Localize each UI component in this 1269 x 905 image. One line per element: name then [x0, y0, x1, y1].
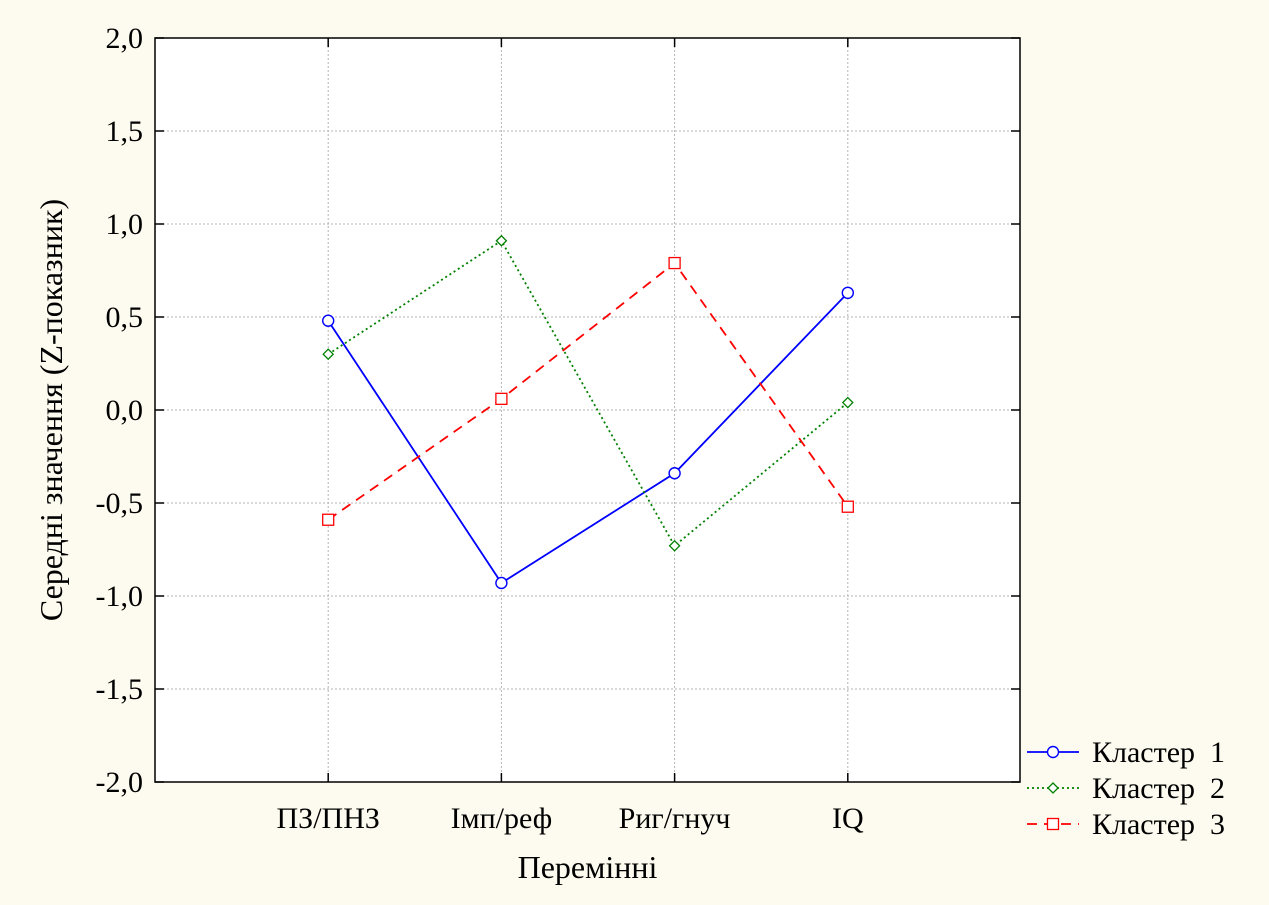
data-point [668, 467, 681, 480]
y-tick-label: 0,5 [106, 301, 144, 334]
plot-frame [154, 37, 1021, 783]
x-tick-label: Імп/реф [451, 802, 552, 835]
y-tick-label: 0,0 [106, 394, 144, 427]
data-point [322, 348, 335, 361]
x-axis-tick-labels: ПЗ/ПНЗ Імп/реф Риг/гнуч IQ [277, 802, 864, 835]
grid-lines [155, 38, 1020, 782]
y-tick-label: -1,5 [96, 673, 144, 706]
y-tick-label: -2,0 [96, 766, 144, 799]
legend-item: Кластер 1 [1027, 736, 1225, 769]
series-2 [322, 234, 854, 552]
legend-label: Кластер 1 [1092, 736, 1225, 769]
data-point [495, 576, 508, 590]
y-tick-label: -1,0 [96, 580, 144, 613]
legend-item: Кластер 3 [1027, 808, 1225, 841]
data-point [495, 392, 508, 405]
data-point [322, 314, 335, 327]
y-tick-label: -0,5 [96, 487, 144, 520]
series-line [327, 239, 849, 548]
x-axis-title: Перемінні [518, 849, 658, 885]
data-series [322, 234, 854, 590]
y-tick-label: 1,0 [106, 208, 144, 241]
series-line [327, 292, 849, 585]
legend-marker [1046, 817, 1060, 831]
data-point [495, 234, 508, 247]
legend-item: Кластер 2 [1027, 772, 1225, 805]
data-point [841, 500, 854, 513]
legend-label: Кластер 2 [1092, 772, 1225, 805]
data-point [841, 396, 854, 409]
series-3 [322, 256, 854, 526]
data-point [841, 286, 854, 300]
series-1 [322, 286, 854, 590]
x-tick-label: Риг/гнуч [619, 802, 731, 835]
legend-marker [1046, 745, 1060, 759]
data-point [322, 513, 335, 526]
y-tick-label: 2,0 [106, 22, 144, 55]
y-axis-tick-labels: -2,0 -1,5 -1,0 -0,5 0,0 0,5 1,0 1,5 2,0 [96, 22, 144, 799]
data-point [668, 256, 681, 270]
y-tick-label: 1,5 [106, 115, 144, 148]
x-tick-label: IQ [832, 802, 864, 835]
legend-label: Кластер 3 [1092, 808, 1225, 841]
y-axis-title: Середні значення (Z-показник) [33, 199, 69, 621]
data-point [668, 539, 681, 552]
legend-marker [1047, 782, 1059, 794]
series-line [327, 261, 849, 521]
x-tick-label: ПЗ/ПНЗ [277, 802, 380, 835]
